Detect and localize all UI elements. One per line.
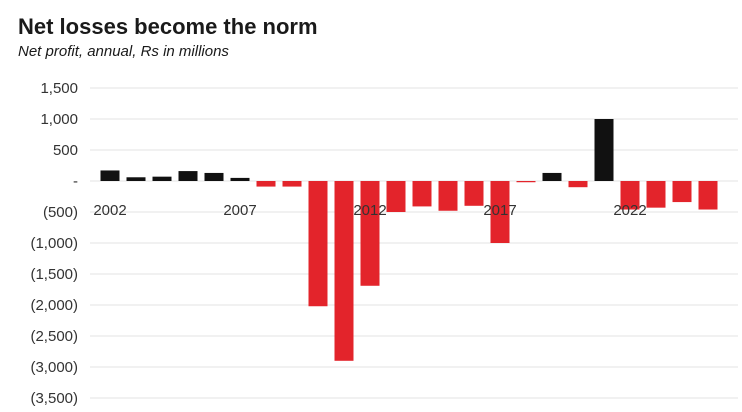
- y-tick-label: -: [73, 173, 78, 190]
- bar: [100, 170, 120, 181]
- bar: [334, 181, 354, 361]
- y-tick-label: (2,000): [30, 297, 78, 314]
- x-axis-tick-labels: 2002 2007 2012 2017 2022: [93, 202, 646, 219]
- x-tick-label: 2017: [483, 202, 516, 219]
- bar: [490, 181, 510, 243]
- x-tick-label: 2012: [353, 202, 386, 219]
- bar: [620, 181, 640, 210]
- y-tick-label: (500): [43, 204, 78, 221]
- y-tick-label: (3,000): [30, 359, 78, 376]
- bar: [308, 181, 328, 307]
- y-tick-label: 500: [53, 142, 78, 159]
- bar: [542, 172, 562, 181]
- bar: [126, 177, 146, 181]
- bar: [464, 181, 484, 206]
- bar: [568, 181, 588, 188]
- bar: [412, 181, 432, 207]
- y-axis-tick-labels: 1,500 1,000 500 - (500) (1,000) (1,500) (2,000)…: [30, 80, 78, 407]
- bar: [698, 181, 718, 210]
- bar: [672, 181, 692, 203]
- bar: [256, 181, 276, 187]
- y-tick-label: 1,500: [40, 80, 78, 97]
- bars: [100, 119, 718, 361]
- x-tick-label: 2002: [93, 202, 126, 219]
- bar: [360, 181, 380, 286]
- bar: [152, 176, 172, 181]
- bar: [646, 181, 666, 208]
- bar: [282, 181, 302, 187]
- bar: [438, 181, 458, 211]
- bar: [204, 172, 224, 181]
- y-tick-label: 1,000: [40, 111, 78, 128]
- bar: [516, 181, 536, 183]
- x-tick-label: 2022: [613, 202, 646, 219]
- bar: [594, 119, 614, 181]
- chart-subtitle: Net profit, annual, Rs in millions: [18, 43, 229, 60]
- bar: [178, 171, 198, 181]
- y-tick-label: (2,500): [30, 328, 78, 345]
- bar: [386, 181, 406, 212]
- y-tick-label: (1,000): [30, 235, 78, 252]
- y-tick-label: (3,500): [30, 390, 78, 407]
- gridlines: [90, 87, 738, 399]
- chart-title: Net losses become the norm: [18, 14, 318, 39]
- y-tick-label: (1,500): [30, 266, 78, 283]
- x-tick-label: 2007: [223, 202, 256, 219]
- bar: [230, 177, 250, 181]
